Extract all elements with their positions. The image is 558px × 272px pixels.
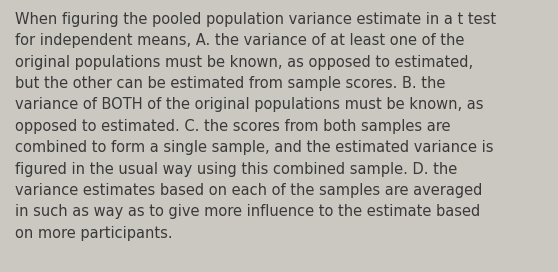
Text: When figuring the pooled population variance estimate in a t test
for independen: When figuring the pooled population vari… — [16, 12, 497, 241]
